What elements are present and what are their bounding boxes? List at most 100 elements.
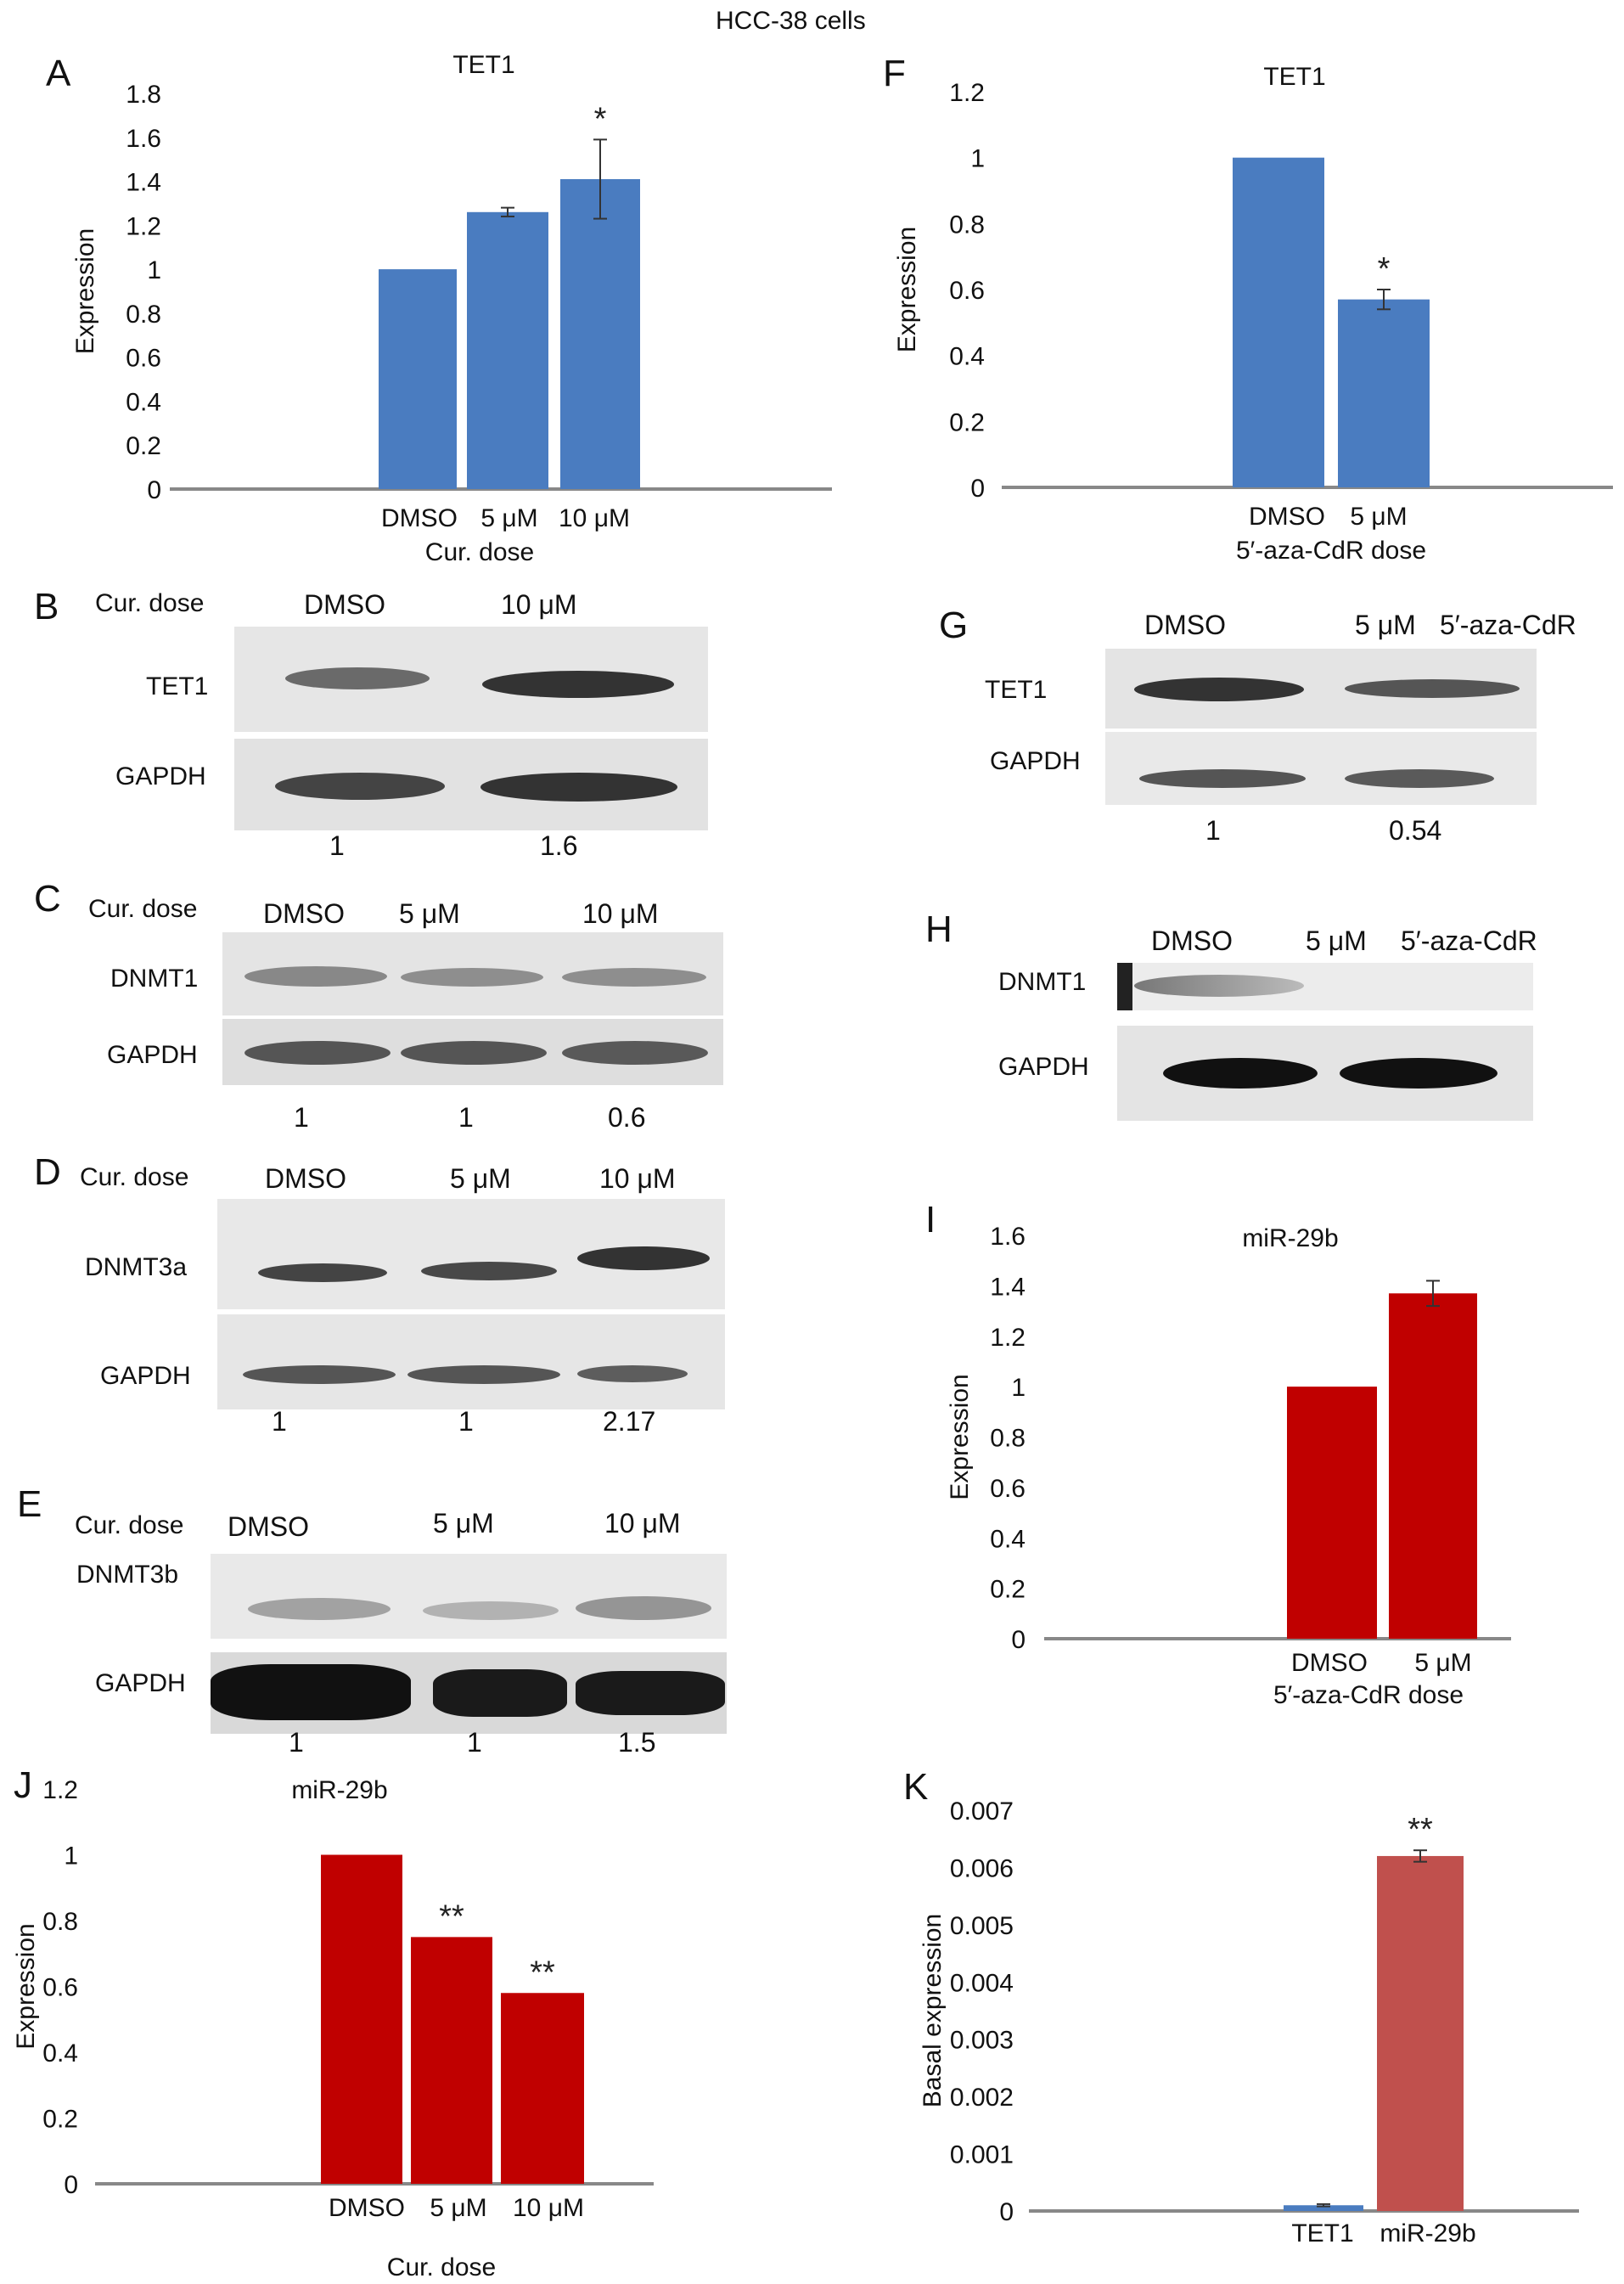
blot-g-quant-2: 0.54 (1389, 815, 1442, 846)
band (401, 968, 543, 987)
chart-j-bar (411, 1937, 492, 2184)
blot-g-quant-1: 1 (1205, 815, 1221, 846)
chart-a-ytick-label: 0 (147, 476, 161, 504)
blot-b-row-1: TET1 (146, 672, 209, 700)
chart-f-ytick-label: 1.2 (949, 79, 985, 107)
chart-j-title: miR-29b (291, 1776, 387, 1804)
panel-letter-a: A (46, 53, 71, 94)
panel-letter-f: F (883, 53, 906, 94)
blot-e-membrane-2 (211, 1652, 727, 1734)
chart-f-ytick-label: 0.8 (949, 211, 985, 239)
blot-g-row-2: GAPDH (990, 747, 1081, 775)
blot-d-lane-3: 10 μM (599, 1163, 676, 1194)
blot-d-quant-2: 1 (458, 1406, 474, 1437)
blot-g-lane-2: 5 μM (1355, 610, 1416, 640)
band (1345, 769, 1494, 788)
chart-a-category-label: 5 μM (480, 504, 537, 532)
blot-b-header: Cur. dose (95, 589, 205, 617)
panel-letter-j: J (14, 1764, 32, 1806)
blot-e-quant-2: 1 (467, 1727, 482, 1758)
chart-a-category-label: 10 μM (559, 504, 630, 532)
chart-a-ytick-label: 0.2 (126, 432, 161, 460)
chart-f-xlabel: 5′-aza-CdR dose (1236, 537, 1426, 565)
band (480, 773, 677, 802)
band (1163, 1058, 1318, 1089)
chart-k-ytick-label: 0.005 (950, 1912, 1014, 1940)
blot-h-membrane-1 (1117, 963, 1533, 1010)
blot-d-header: Cur. dose (80, 1163, 189, 1191)
chart-i-ytick-label: 0.4 (990, 1525, 1026, 1553)
chart-a-ytick-label: 0.6 (126, 345, 161, 373)
chart-k-ytick-label: 0 (999, 2198, 1014, 2226)
chart-k-ytick-label: 0.003 (950, 2027, 1014, 2055)
band (1340, 1058, 1498, 1089)
panel-letter-d: D (34, 1151, 61, 1193)
chart-a-ytick-label: 1.6 (126, 125, 161, 153)
band (562, 1041, 708, 1065)
chart-a-ytick-label: 0.8 (126, 301, 161, 329)
chart-k-ytick-label: 0.004 (950, 1969, 1014, 1997)
band (576, 1671, 725, 1715)
chart-f-ytick-label: 0.2 (949, 408, 985, 436)
band (1345, 679, 1520, 698)
chart-j-ytick-label: 1.2 (42, 1776, 78, 1804)
blot-b-lane-1: DMSO (304, 589, 385, 620)
blot-g-row-1: TET1 (985, 676, 1048, 704)
chart-i-bar (1287, 1387, 1377, 1639)
chart-i-bar (1389, 1293, 1477, 1639)
blot-h-row-2: GAPDH (998, 1053, 1089, 1081)
blot-c-membrane-2 (222, 1019, 723, 1085)
band (275, 773, 445, 800)
chart-j-ytick-label: 0.6 (42, 1974, 78, 2002)
chart-k-ytick-label: 0.001 (950, 2141, 1014, 2169)
blot-b-row-2: GAPDH (115, 762, 206, 790)
chart-f-title: TET1 (1263, 63, 1325, 91)
blot-c-quant-2: 1 (458, 1102, 474, 1133)
band (577, 1365, 688, 1382)
blot-d-row-1: DNMT3a (85, 1253, 188, 1281)
blot-c-lane-2: 5 μM (399, 898, 460, 929)
chart-i-ytick-label: 0 (1011, 1626, 1026, 1654)
blot-h-row-1: DNMT1 (998, 968, 1087, 996)
blot-d-lane-1: DMSO (265, 1163, 346, 1194)
chart-a-xlabel: Cur. dose (425, 538, 534, 566)
chart-f-bar (1338, 299, 1430, 487)
chart-i-title: miR-29b (1242, 1224, 1338, 1252)
band (1134, 975, 1304, 997)
chart-j-ytick-label: 0.8 (42, 1908, 78, 1936)
band (285, 667, 430, 689)
chart-i-ytick-label: 0.8 (990, 1425, 1026, 1453)
chart-j-bar (321, 1854, 402, 2184)
chart-i-category-label: DMSO (1291, 1649, 1368, 1677)
blot-e-row-2: GAPDH (95, 1669, 186, 1697)
band (577, 1246, 710, 1270)
chart-f-ytick-label: 0.4 (949, 343, 985, 371)
chart-j-xlabel: Cur. dose (387, 2253, 496, 2281)
chart-i-ytick-label: 1.4 (990, 1273, 1026, 1301)
panel-letter-b: B (34, 586, 59, 627)
chart-k-category-label: miR-29b (1380, 2219, 1475, 2247)
chart-a-ytick-label: 1.2 (126, 212, 161, 240)
chart-f-ytick-label: 0 (970, 475, 985, 503)
blot-c-lane-3: 10 μM (582, 898, 659, 929)
band (423, 1601, 559, 1620)
blot-e-quant-3: 1.5 (618, 1727, 656, 1758)
blot-d-membrane-1 (217, 1199, 725, 1309)
blot-d-lane-2: 5 μM (450, 1163, 511, 1194)
chart-i-xlabel: 5′-aza-CdR dose (1273, 1681, 1464, 1709)
blot-b-quant-2: 1.6 (540, 830, 578, 861)
band (1117, 963, 1132, 1010)
blot-g-lane-1: DMSO (1144, 610, 1226, 640)
band (433, 1669, 567, 1717)
band (576, 1596, 711, 1620)
blot-c-row-2: GAPDH (107, 1041, 198, 1069)
chart-a-title: TET1 (452, 51, 514, 79)
band (1139, 769, 1306, 788)
band (562, 968, 706, 987)
band (1134, 678, 1304, 701)
chart-j-significance-marker: ** (530, 1955, 555, 1990)
chart-a-ytick-label: 0.4 (126, 388, 161, 416)
band (407, 1365, 560, 1384)
blot-d-row-2: GAPDH (100, 1362, 191, 1390)
panel-letter-e: E (17, 1483, 42, 1525)
